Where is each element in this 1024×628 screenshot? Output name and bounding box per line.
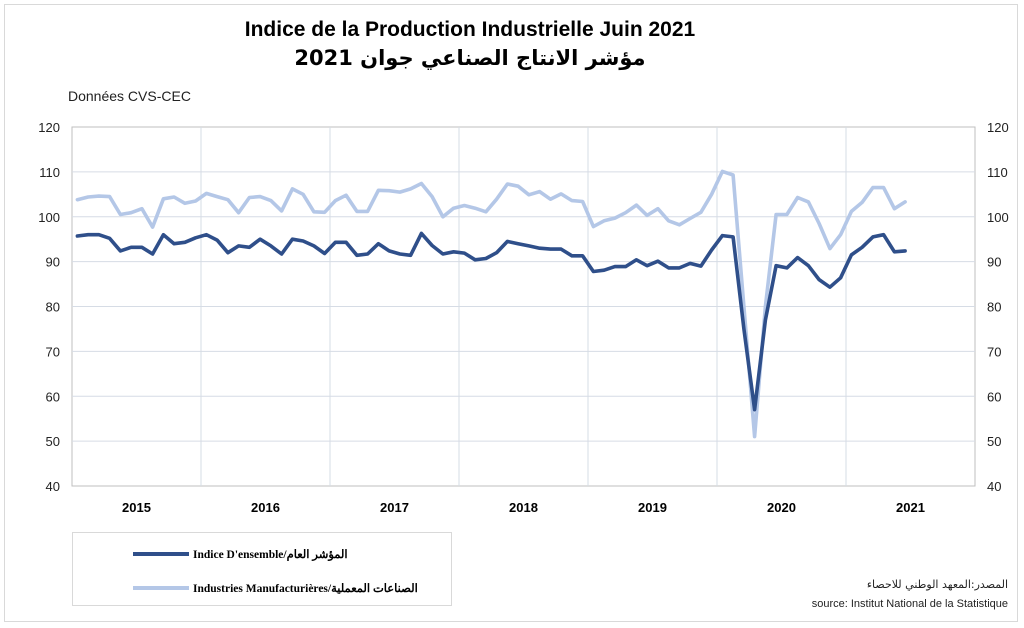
y-tick-label-left: 60 (46, 389, 60, 404)
legend-label-series1: Indice D'ensemble/المؤشر العام (193, 549, 348, 561)
y-tick-label-left: 80 (46, 300, 60, 315)
y-tick-label-right: 60 (987, 389, 1001, 404)
y-tick-label-right: 80 (987, 300, 1001, 315)
chart-title-ar: مؤشر الانتاج الصناعي جوان 2021 (294, 46, 646, 70)
y-tick-label-right: 100 (987, 210, 1009, 225)
x-tick-label: 2017 (380, 500, 409, 515)
y-tick-label-right: 110 (987, 165, 1008, 180)
legend-swatch-series2 (133, 586, 189, 590)
x-tick-label: 2015 (122, 500, 151, 515)
legend-item-series1: Indice D'ensemble/المؤشر العام (133, 547, 348, 561)
y-tick-label-left: 70 (46, 344, 60, 359)
source-ar: المصدر:المعهد الوطني للاحصاء (866, 578, 1008, 591)
y-tick-label-right: 120 (987, 120, 1009, 135)
y-tick-label-left: 50 (46, 434, 60, 449)
chart-frame (4, 4, 1018, 622)
y-tick-label-left: 40 (46, 479, 60, 494)
y-tick-label-right: 40 (987, 479, 1001, 494)
y-tick-label-left: 90 (46, 255, 60, 270)
x-tick-label: 2021 (896, 500, 925, 515)
legend: Indice D'ensemble/المؤشر العام Industrie… (72, 532, 452, 606)
legend-swatch-series1 (133, 552, 189, 556)
y-tick-label-left: 100 (38, 210, 60, 225)
legend-item-series2: Industries Manufacturières/الصناعات المع… (133, 581, 418, 595)
series-line-industries-manufacturieres (75, 169, 907, 439)
x-tick-label: 2016 (251, 500, 280, 515)
x-tick-label: 2018 (509, 500, 538, 515)
legend-label-series2: Industries Manufacturières/الصناعات المع… (193, 583, 418, 595)
chart-title-fr: Indice de la Production Industrielle Jui… (244, 18, 696, 41)
units-label: Données CVS-CEC (68, 88, 191, 104)
y-tick-label-right: 50 (987, 434, 1001, 449)
x-tick-label: 2020 (767, 500, 796, 515)
x-tick-label: 2019 (638, 500, 667, 515)
y-tick-label-left: 120 (38, 120, 60, 135)
y-tick-label-right: 70 (987, 344, 1001, 359)
source-fr: source: Institut National de la Statisti… (811, 598, 1008, 610)
y-tick-label-right: 90 (987, 255, 1001, 270)
series-line-indice-ensemble (75, 231, 907, 412)
y-tick-label-left: 110 (39, 165, 60, 180)
